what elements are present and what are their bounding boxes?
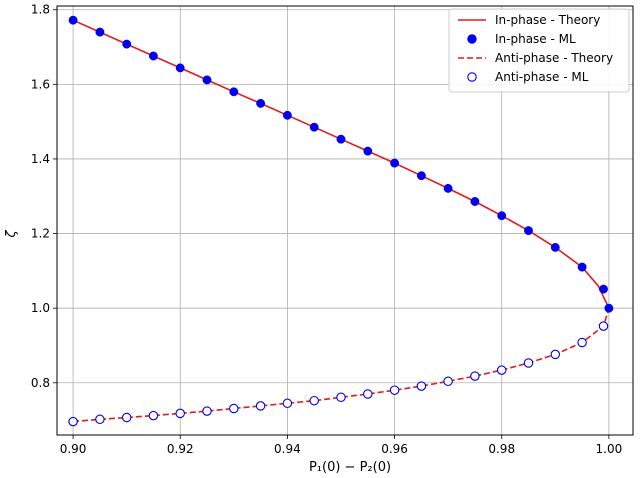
- legend-label: In-phase - ML: [495, 32, 576, 46]
- data-point: [598, 321, 609, 331]
- data-point: [68, 416, 78, 427]
- legend: In-phase - Theory In-phase - ML Anti-phase…: [448, 8, 630, 93]
- data-point: [175, 408, 185, 419]
- data-point: [577, 337, 587, 348]
- ticks: 0.90 0.92 0.94 0.96 0.98 1.00 0.8 1.0 1.2 1.4 1.6 1…: [31, 3, 622, 456]
- data-point: [496, 365, 507, 375]
- y-tick-label: 0.8: [31, 376, 50, 390]
- data-point: [175, 63, 185, 73]
- data-point: [363, 389, 373, 399]
- data-point: [470, 371, 480, 381]
- data-point: [363, 146, 373, 156]
- data-point: [148, 410, 159, 421]
- y-tick-label: 1.6: [31, 77, 50, 91]
- legend-label: Anti-phase - Theory: [495, 51, 613, 65]
- legend-marker-swatch: [467, 72, 477, 82]
- data-point: [443, 376, 453, 387]
- data-point: [309, 395, 319, 406]
- data-point: [416, 381, 427, 391]
- series-line-0: [72, 19, 610, 309]
- data-point: [470, 197, 480, 206]
- data-point: [68, 15, 78, 25]
- data-point: [336, 134, 346, 144]
- data-point: [523, 358, 534, 368]
- data-point: [599, 284, 608, 294]
- x-tick-label: 0.94: [274, 442, 301, 456]
- data-point: [255, 401, 266, 411]
- legend-label: In-phase - Theory: [495, 13, 600, 27]
- data-point: [336, 392, 346, 403]
- y-tick-label: 1.4: [31, 152, 50, 166]
- data-point: [95, 414, 105, 425]
- data-point: [148, 51, 158, 61]
- legend-box: [448, 8, 630, 93]
- data-point: [443, 183, 453, 193]
- y-axis-label: ζ: [4, 230, 19, 239]
- x-axis-label: P₁(0) − P₂(0): [309, 460, 391, 475]
- data-point: [550, 349, 561, 360]
- data-point: [416, 171, 426, 181]
- legend-marker-swatch: [467, 34, 477, 44]
- data-point: [550, 242, 560, 252]
- series-line-2: [73, 307, 610, 423]
- data-point: [121, 412, 132, 423]
- data-point: [577, 262, 587, 272]
- legend-label: Anti-phase - ML: [495, 70, 589, 84]
- series-layer: [68, 15, 614, 427]
- data-point: [604, 303, 614, 313]
- x-tick-label: 1.00: [596, 442, 623, 456]
- y-tick-label: 1.8: [31, 3, 50, 17]
- plot-frame: [56, 5, 634, 436]
- data-point: [282, 398, 293, 409]
- x-tick-label: 0.96: [381, 442, 408, 456]
- data-point: [229, 403, 239, 414]
- data-point: [309, 122, 319, 132]
- data-point: [390, 158, 400, 168]
- data-point: [497, 211, 507, 221]
- x-tick-label: 0.92: [167, 442, 194, 456]
- data-point: [282, 110, 292, 120]
- data-point: [389, 385, 400, 395]
- x-tick-label: 0.90: [60, 442, 87, 456]
- data-point: [202, 406, 212, 416]
- y-tick-label: 1.0: [31, 301, 50, 315]
- x-tick-label: 0.98: [488, 442, 515, 456]
- data-point: [229, 87, 239, 97]
- data-point: [95, 27, 105, 37]
- data-point: [256, 98, 266, 108]
- y-tick-label: 1.2: [31, 227, 50, 241]
- data-point: [524, 226, 533, 236]
- data-point: [122, 39, 132, 49]
- data-point: [202, 75, 212, 85]
